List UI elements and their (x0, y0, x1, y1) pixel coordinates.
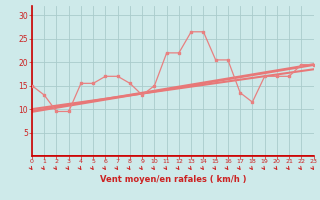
X-axis label: Vent moyen/en rafales ( km/h ): Vent moyen/en rafales ( km/h ) (100, 175, 246, 184)
